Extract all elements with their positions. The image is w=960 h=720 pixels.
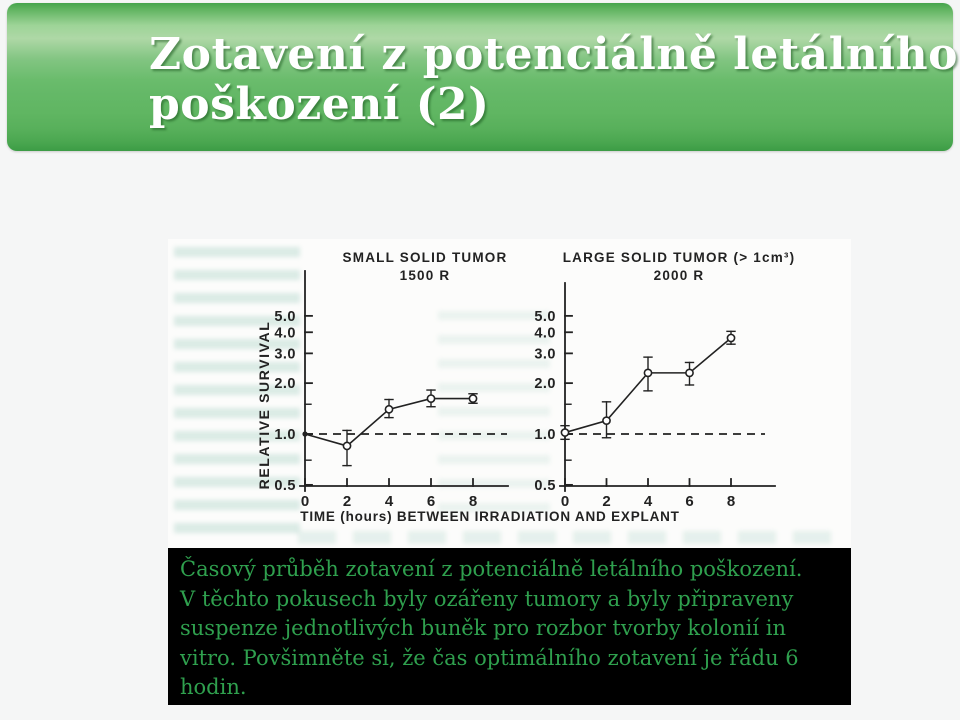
x-tick-label: 8 [727,493,735,510]
y-tick-label: 2.0 [534,376,556,392]
y-tick-label: 1.0 [534,427,556,443]
x-tick-label: 2 [343,493,351,510]
scanned-figure: 0.5 1.0 2.0 3.0 4.0 5.0 0 2 4 6 8 SMALL SOLID TUMOR… [168,239,851,548]
caption-line: suspenze jednotlivých buněk pro rozbor t… [180,616,786,640]
y-tick-label: 0.5 [534,478,556,494]
page-title-line2: poškození (2) [149,79,490,130]
large-tumor-chart: 0.5 1.0 2.0 3.0 4.05.0 0 2 4 6 8 LARGE SOLID TUMOR… [534,250,796,510]
data-point [384,404,394,414]
y-tick-label: 3.0 [274,346,296,362]
header-banner: Zotavení z potenciálně letálního poškoze… [7,3,957,151]
caption-line: V těchto pokusech byly ozářeny tumory a … [180,586,794,611]
data-point [602,416,611,426]
x-tick-label: 6 [427,493,435,510]
x-tick-label: 6 [685,493,693,510]
data-point [685,368,694,378]
chart-subtitle: 1500 R [400,268,451,283]
caption-box: Časový průběh zotavení z potenciálně let… [168,548,851,705]
page-title-line1: Zotavení z potenciálně letálního [149,29,958,80]
y-tick-label: 5.0 [274,309,296,325]
x-tick-label: 0 [301,493,309,510]
data-point [426,394,436,403]
page-title: Zotavení z potenciálně letálního poškoze… [149,30,958,130]
x-axis-label: TIME (hours) BETWEEN IRRADIATION AND EXP… [300,509,679,524]
x-tick-label: 8 [469,493,477,510]
y-tick-label: 0.5 [274,478,296,494]
data-point [560,428,570,437]
data-point [468,394,478,403]
small-tumor-chart: 0.5 1.0 2.0 3.0 4.05.0 0 2 4 6 8 SMALL SOLID TUMOR… [274,250,509,510]
chart-subtitle: 2000 R [654,268,705,283]
y-tick-label: 4.0 [534,325,556,341]
x-tick-label: 4 [644,493,653,510]
data-point [643,368,653,378]
x-tick-label: 2 [602,493,610,510]
chart-title: SMALL SOLID TUMOR [343,250,508,265]
y-tick-label: 4.0 [274,325,296,341]
y-tick-label: 5.0 [534,309,556,325]
data-point [342,441,352,451]
y-tick-label: 1.0 [274,427,296,443]
data-point [726,333,736,343]
x-tick-label: 4 [385,493,394,510]
data-point [302,431,308,437]
y-tick-label: 2.0 [274,376,296,392]
caption-line: vitro. Povšimněte si, že čas optimálního… [180,645,799,670]
chart-title: LARGE SOLID TUMOR (> 1cm³) [563,250,796,265]
x-tick-label: 0 [561,493,569,510]
caption-line: Časový průběh zotavení z potenciálně let… [180,557,803,581]
caption-line: hodin. [180,675,247,699]
y-axis-label: RELATIVE SURVIVAL [256,321,272,490]
y-tick-label: 3.0 [534,346,556,362]
